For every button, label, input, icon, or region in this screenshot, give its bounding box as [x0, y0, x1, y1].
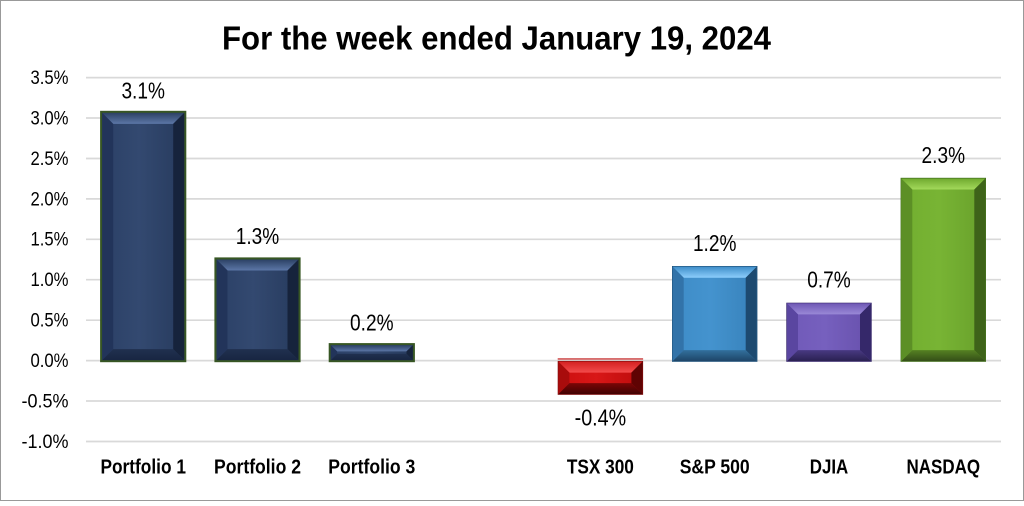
svg-text:-1.0%: -1.0%: [22, 432, 69, 453]
svg-text:NASDAQ: NASDAQ: [907, 457, 981, 479]
svg-text:-0.4%: -0.4%: [575, 405, 627, 431]
svg-text:0.5%: 0.5%: [31, 311, 69, 332]
svg-text:2.5%: 2.5%: [31, 149, 69, 170]
svg-text:For the week ended January 19,: For the week ended January 19, 2024: [222, 20, 772, 57]
svg-text:Portfolio 2: Portfolio 2: [214, 457, 301, 479]
svg-text:3.1%: 3.1%: [121, 77, 165, 103]
svg-text:3.5%: 3.5%: [31, 68, 69, 89]
svg-text:1.0%: 1.0%: [31, 270, 69, 291]
svg-text:DJIA: DJIA: [810, 457, 849, 479]
svg-text:0.7%: 0.7%: [807, 266, 851, 292]
svg-text:0.2%: 0.2%: [350, 309, 394, 335]
svg-text:3.0%: 3.0%: [31, 108, 69, 129]
svg-text:2.0%: 2.0%: [31, 189, 69, 210]
svg-text:Portfolio 3: Portfolio 3: [328, 457, 415, 479]
svg-text:1.2%: 1.2%: [693, 230, 737, 256]
svg-text:S&P 500: S&P 500: [680, 457, 750, 479]
svg-text:0.0%: 0.0%: [31, 351, 69, 372]
svg-text:2.3%: 2.3%: [922, 142, 966, 168]
svg-text:Portfolio 1: Portfolio 1: [100, 457, 186, 479]
svg-text:-0.5%: -0.5%: [22, 391, 69, 412]
svg-text:TSX 300: TSX 300: [567, 457, 634, 479]
svg-text:1.5%: 1.5%: [31, 230, 69, 251]
svg-text:1.3%: 1.3%: [236, 223, 280, 249]
